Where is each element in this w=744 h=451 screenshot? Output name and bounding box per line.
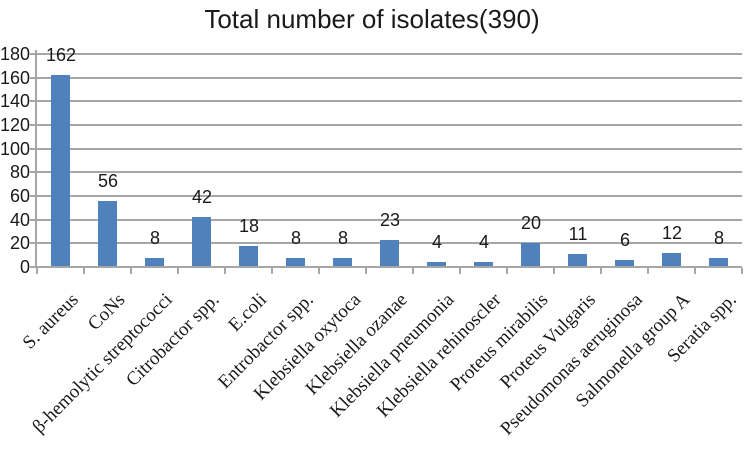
y-axis-tick [30,266,38,268]
x-axis-tick [130,268,132,274]
bar [427,262,446,266]
y-axis-tick [30,171,38,174]
y-axis-tick-label: 180 [0,44,31,64]
y-axis-tick-label: 120 [0,115,31,135]
bar-value-label: 4 [478,232,489,252]
bar-value-label: 8 [149,228,160,248]
gridline [37,53,742,55]
x-axis-tick [365,268,367,274]
x-axis-tick [459,268,461,274]
x-axis-tick [553,268,555,274]
bar-value-label: 8 [290,228,301,248]
y-axis-tick-label: 100 [0,138,31,159]
gridline [37,100,742,103]
x-axis-line [35,266,742,268]
y-axis-tick [30,76,38,79]
gridline [37,147,742,150]
y-axis-tick [30,147,38,150]
bar-value-label: 4 [431,232,442,252]
bar-value-label: 8 [713,228,724,248]
bar [145,258,164,266]
x-axis-tick [36,268,38,274]
gridline [37,124,742,126]
x-axis-tick [741,268,743,274]
y-axis-tick-label: 80 [9,162,30,183]
y-axis-tick [30,100,38,103]
y-axis-tick [30,195,38,197]
x-axis-tick [600,268,602,274]
y-axis-tick-label: 20 [9,233,30,254]
bar-value-label: 11 [568,224,588,244]
bar [51,75,70,266]
y-axis-tick [30,53,38,55]
x-axis-category-label: S. aureus [18,289,83,354]
bar [380,240,399,266]
bar [615,260,634,266]
bar-value-label: 6 [619,230,630,250]
gridline [37,76,742,79]
y-axis-tick-label: 60 [9,186,30,206]
bar [521,243,540,266]
x-axis-tick [647,268,649,274]
bar [662,253,681,266]
bar-value-label: 42 [191,187,213,207]
y-axis-tick-label: 140 [0,91,31,112]
bar [709,258,728,266]
gridline [37,195,742,197]
bar [568,254,587,266]
bar [192,217,211,266]
bar-value-label: 23 [379,210,401,230]
gridline [37,171,742,174]
gridline [37,218,742,221]
y-axis-line [35,50,37,268]
bar-value-label: 18 [238,216,260,236]
bar [333,258,352,266]
bar-value-label: 56 [97,171,119,191]
bar [474,262,493,266]
x-axis-tick [694,268,696,274]
y-axis-tick [30,124,38,126]
bar [239,246,258,266]
x-axis-tick [224,268,226,274]
bar [286,258,305,266]
y-axis-tick-label: 0 [19,257,30,277]
bar [98,201,117,266]
x-axis-tick [271,268,273,274]
bar-value-label: 8 [337,228,348,248]
y-axis-tick [30,218,38,221]
bar-value-label: 20 [520,213,542,233]
x-axis-tick [83,268,85,274]
x-axis-tick [412,268,414,274]
bar-value-label: 162 [45,45,77,65]
y-axis-tick-label: 160 [0,67,31,88]
chart-title: Total number of isolates(390) [204,4,540,34]
bar-value-label: 12 [661,223,683,243]
y-axis-tick [30,242,38,245]
x-axis-tick [506,268,508,274]
x-axis-tick [318,268,320,274]
x-axis-tick [177,268,179,274]
y-axis-tick-label: 40 [9,209,30,230]
